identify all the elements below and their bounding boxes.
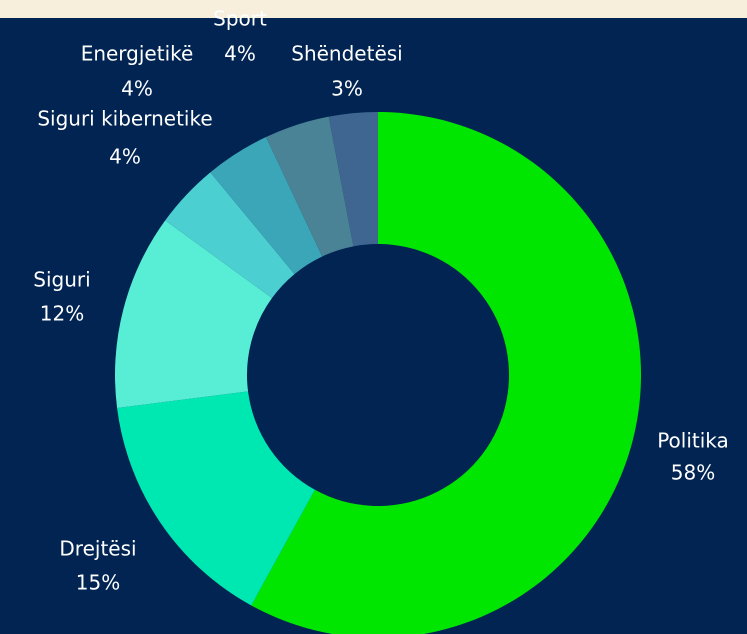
slice-value-label: 4% xyxy=(121,77,153,101)
slice-value-label: 3% xyxy=(331,77,363,101)
donut-slice xyxy=(165,172,295,299)
slice-value-label: 4% xyxy=(224,42,256,66)
slice-label: Shëndetësi xyxy=(291,42,402,66)
donut-slice xyxy=(328,112,378,247)
slice-value-label: 58% xyxy=(671,461,715,485)
slice-label: Energjetikë xyxy=(81,42,194,66)
donut-slice xyxy=(117,391,315,606)
slice-label: Siguri xyxy=(33,268,90,292)
slice-value-label: 12% xyxy=(40,302,84,326)
slice-label: Sport xyxy=(213,7,267,31)
slice-label: Drejtësi xyxy=(59,537,136,561)
donut-slice xyxy=(251,112,641,634)
slice-value-label: 15% xyxy=(76,571,120,595)
donut-slice xyxy=(114,220,273,408)
slice-label: Siguri kibernetike xyxy=(37,107,212,131)
donut-slice xyxy=(210,137,323,275)
slice-label: Politika xyxy=(657,429,729,453)
top-strip xyxy=(0,0,747,18)
donut-slice xyxy=(266,116,354,257)
slice-value-label: 4% xyxy=(109,145,141,169)
